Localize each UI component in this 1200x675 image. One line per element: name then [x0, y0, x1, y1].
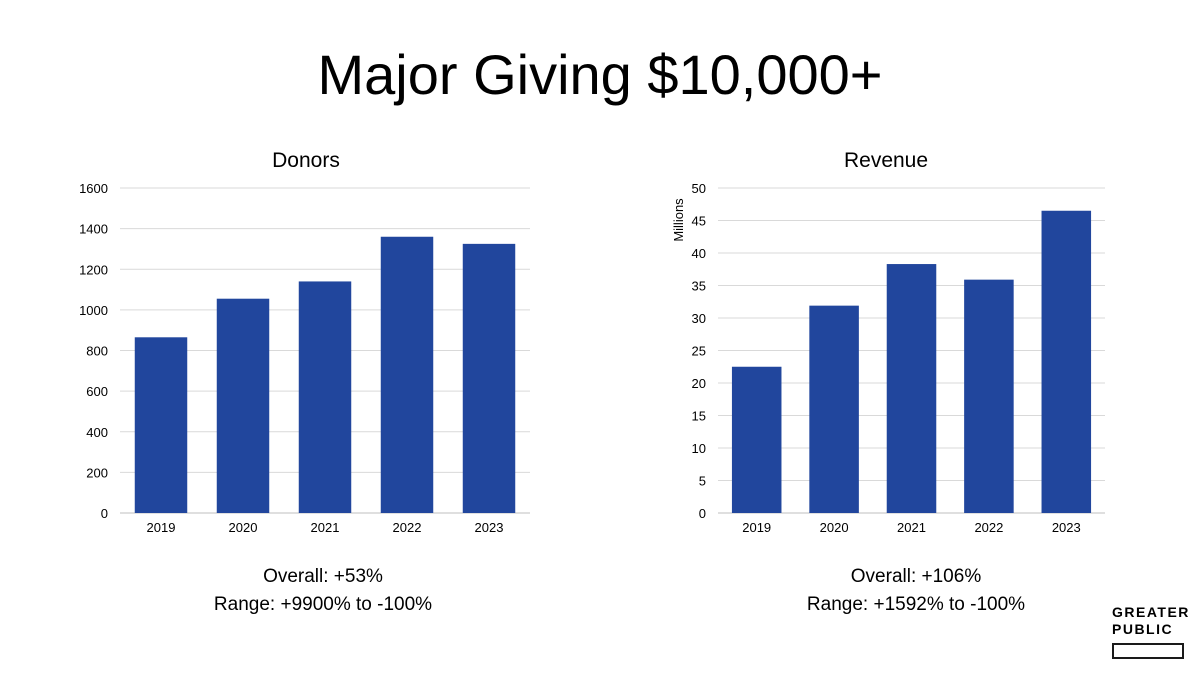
revenue-bar-2021 — [886, 264, 937, 513]
revenue-y-tick-label: 0 — [699, 506, 706, 521]
revenue-bar-2023 — [1041, 210, 1092, 513]
donors-y-tick-label: 1000 — [79, 303, 108, 318]
slide-title: Major Giving $10,000+ — [317, 43, 883, 106]
donors-overall-text: Overall: +53% — [263, 566, 383, 587]
logo-box-mark — [1112, 643, 1184, 659]
revenue-range-text: Range: +1592% to -100% — [806, 594, 1026, 615]
donors-y-tick-label: 200 — [86, 465, 108, 480]
greater-public-logo: GREATER PUBLIC — [1112, 604, 1190, 659]
donors-summary: Overall: +53% Range: +9900% to -100% — [113, 563, 533, 619]
revenue-y-tick-label: 10 — [692, 441, 706, 456]
donors-y-tick-label: 800 — [86, 344, 108, 359]
revenue-chart: Revenue 0 5 10 15 20 25 30 35 40 45 50 2019 2020 2021 2… — [671, 149, 1105, 535]
revenue-x-tick-label: 2020 — [820, 520, 849, 535]
donors-bar-2022 — [380, 236, 434, 513]
donors-x-tick-label: 2021 — [311, 520, 340, 535]
revenue-x-tick-label: 2022 — [974, 520, 1003, 535]
revenue-y-tick-label: 45 — [692, 214, 706, 229]
revenue-overall-text: Overall: +106% — [850, 566, 982, 587]
donors-y-tick-label: 1400 — [79, 222, 108, 237]
donors-x-tick-label: 2022 — [393, 520, 422, 535]
donors-y-tick-label: 1600 — [79, 181, 108, 196]
revenue-chart-title: Revenue — [844, 149, 928, 172]
revenue-y-tick-label: 15 — [692, 409, 706, 424]
donors-y-tick-label: 0 — [101, 506, 108, 521]
donors-y-tick-label: 1200 — [79, 262, 108, 277]
revenue-bar-2019 — [731, 366, 782, 513]
donors-bar-2021 — [298, 281, 352, 513]
donors-x-tick-label: 2020 — [229, 520, 258, 535]
donors-bar-2020 — [216, 298, 270, 513]
revenue-bar-2020 — [809, 305, 859, 513]
revenue-y-tick-label: 35 — [692, 279, 706, 294]
revenue-bar-2022 — [964, 279, 1014, 513]
revenue-y-tick-label: 5 — [699, 474, 706, 489]
donors-x-tick-label: 2023 — [475, 520, 504, 535]
donors-y-tick-label: 600 — [86, 384, 108, 399]
revenue-y-tick-label: 30 — [692, 311, 706, 326]
logo-line-2: PUBLIC — [1112, 621, 1174, 637]
donors-range-text: Range: +9900% to -100% — [213, 594, 433, 615]
revenue-x-tick-label: 2021 — [897, 520, 926, 535]
donors-y-tick-label: 400 — [86, 425, 108, 440]
revenue-x-tick-label: 2023 — [1052, 520, 1081, 535]
donors-bar-2023 — [462, 243, 516, 513]
revenue-y-tick-label: 25 — [692, 344, 706, 359]
logo-line-1: GREATER — [1112, 604, 1190, 620]
revenue-y-axis-label: Millions — [671, 198, 686, 242]
revenue-x-tick-label: 2019 — [742, 520, 771, 535]
revenue-summary: Overall: +106% Range: +1592% to -100% — [706, 563, 1126, 619]
donors-x-tick-label: 2019 — [147, 520, 176, 535]
donors-bar-2019 — [134, 337, 188, 513]
revenue-y-tick-label: 20 — [692, 376, 706, 391]
donors-chart: Donors 0 200 400 600 800 1000 1200 1400 1600 2019 2… — [79, 149, 530, 535]
revenue-y-tick-label: 40 — [692, 246, 706, 261]
revenue-y-tick-label: 50 — [692, 181, 706, 196]
donors-chart-title: Donors — [272, 149, 340, 172]
